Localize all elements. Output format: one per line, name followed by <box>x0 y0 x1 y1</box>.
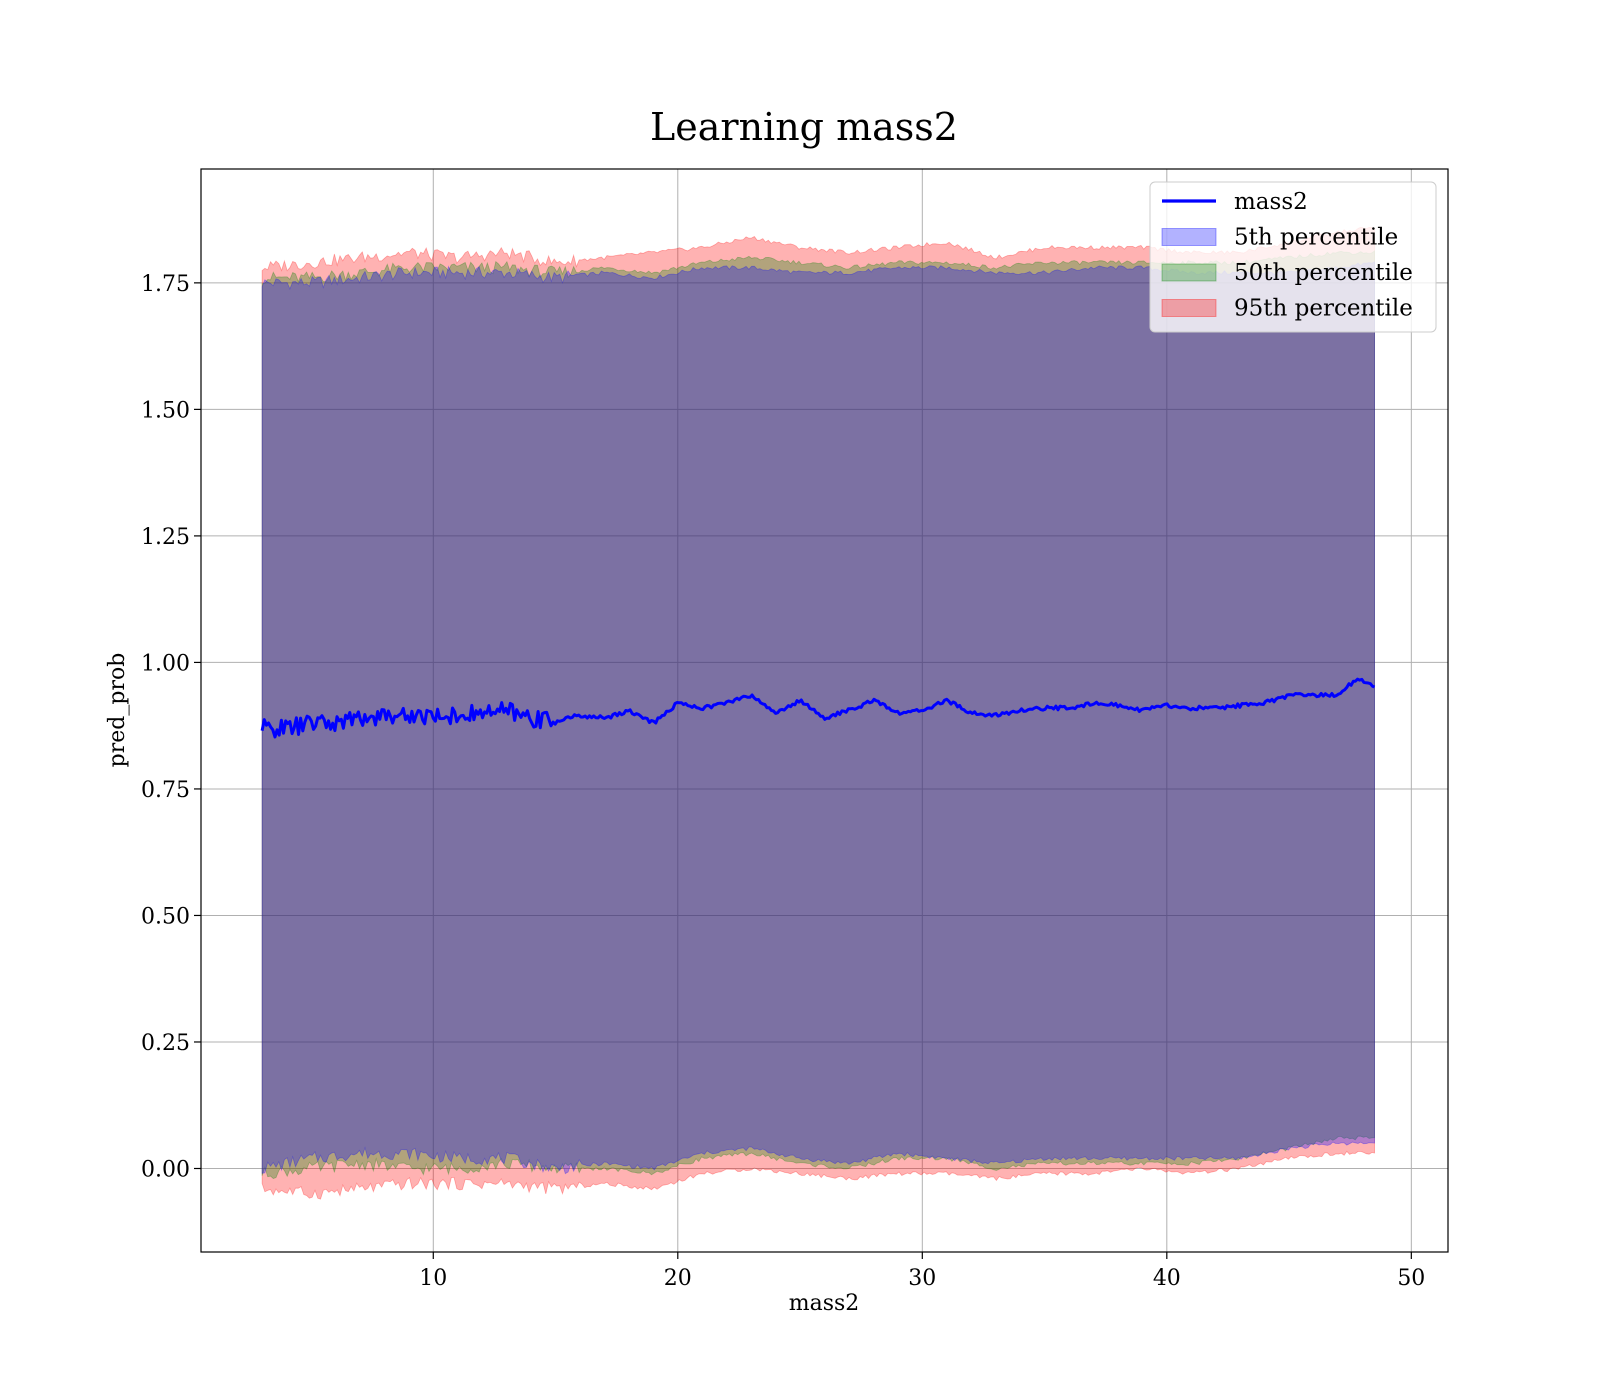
x-tick-label-3: 40 <box>1153 1266 1181 1291</box>
legend-label-50th-percentile: 50th percentile <box>1234 260 1413 286</box>
y-tick-label-0: 0.00 <box>141 1157 190 1182</box>
legend-swatch-50th-percentile <box>1161 263 1217 282</box>
y-tick-label-4: 1.00 <box>141 651 190 676</box>
y-tick-label-6: 1.50 <box>141 398 190 423</box>
chart-title: Learning mass2 <box>650 105 958 149</box>
axis-ticks: 10 20 30 40 50 0.00 0.25 0.50 0.75 1.00 1.25 1.50 1.… <box>141 272 1425 1291</box>
series-line-mass2 <box>260 677 1376 739</box>
y-tick-label-1: 0.25 <box>141 1031 190 1056</box>
legend: mass2 5th percentile 50th percentile 95th p… <box>1149 181 1437 333</box>
legend-items: mass2 5th percentile 50th percentile 95th p… <box>1161 189 1413 322</box>
x-tick-label-0: 10 <box>419 1266 447 1291</box>
legend-frame <box>1149 181 1437 333</box>
x-tick-label-4: 50 <box>1397 1266 1425 1291</box>
x-tick-label-1: 20 <box>664 1266 692 1291</box>
y-axis-label: pred_prob <box>105 653 130 768</box>
legend-swatch-95th-percentile <box>1161 299 1217 317</box>
legend-swatch-5th-percentile <box>1161 228 1217 246</box>
y-tick-label-3: 0.75 <box>141 778 190 803</box>
series-lines <box>260 677 1376 739</box>
y-tick-label-5: 1.25 <box>141 525 190 550</box>
y-tick-label-2: 0.50 <box>141 904 190 929</box>
x-tick-label-2: 30 <box>908 1266 936 1291</box>
legend-label-5th-percentile: 5th percentile <box>1234 225 1398 251</box>
x-axis-label: mass2 <box>789 1291 860 1316</box>
plot-frame <box>200 168 1449 1253</box>
y-tick-label-7: 1.75 <box>141 272 190 297</box>
band-5th-percentile <box>261 261 1375 1175</box>
legend-label-mass2: mass2 <box>1234 189 1308 215</box>
legend-label-95th-percentile: 95th percentile <box>1234 296 1413 322</box>
